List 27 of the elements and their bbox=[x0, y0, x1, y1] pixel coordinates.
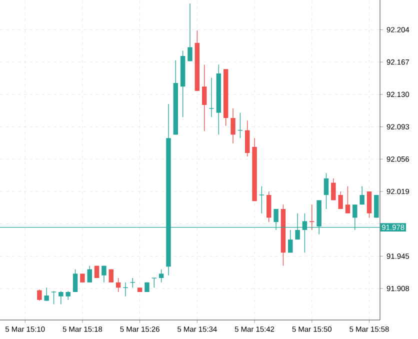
candlestick bbox=[310, 204, 314, 230]
candlestick bbox=[130, 278, 136, 288]
candlestick bbox=[87, 265, 92, 283]
candlestick bbox=[108, 268, 114, 283]
candlestick bbox=[266, 191, 272, 222]
candlestick bbox=[72, 268, 78, 292]
candlestick bbox=[244, 120, 250, 157]
candlestick bbox=[230, 108, 236, 144]
candlestick bbox=[288, 230, 293, 254]
candlestick bbox=[324, 172, 329, 210]
candlestick bbox=[331, 178, 336, 201]
candlestick bbox=[360, 186, 364, 205]
candlestick bbox=[188, 3, 192, 62]
candlestick bbox=[51, 290, 56, 305]
candlestick bbox=[58, 290, 64, 305]
candlestick bbox=[44, 287, 49, 302]
candlestick bbox=[258, 186, 264, 214]
candlestick bbox=[202, 64, 207, 132]
candlestick bbox=[151, 278, 157, 288]
candlestick bbox=[37, 289, 42, 302]
candlestick bbox=[208, 77, 214, 118]
candlestick bbox=[338, 191, 343, 210]
candlestick bbox=[345, 186, 350, 214]
candlestick bbox=[102, 265, 106, 283]
candlestick bbox=[158, 268, 164, 283]
candlestick bbox=[116, 278, 121, 292]
candlestick bbox=[366, 191, 372, 218]
